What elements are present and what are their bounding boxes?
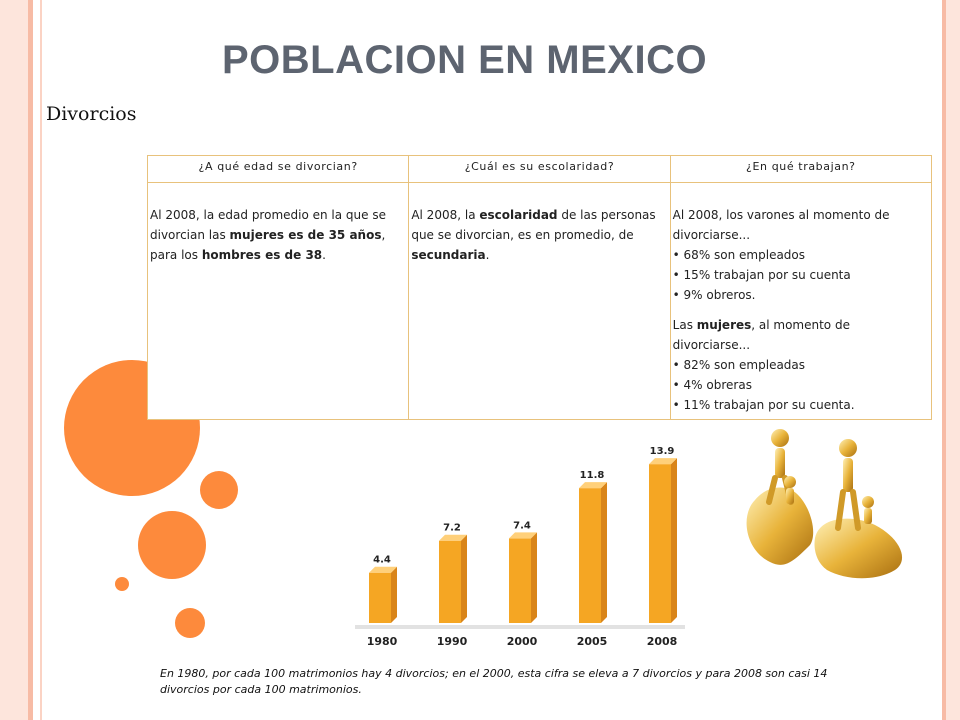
table-header-row: ¿A qué edad se divorcian? ¿Cuál es su es… xyxy=(146,155,933,183)
work-men-intro: Al 2008, los varones al momento de divor… xyxy=(672,208,890,242)
chart-bar-side xyxy=(531,532,537,623)
women-text-2: , al momento de divorciarse... xyxy=(672,318,850,352)
women-bold: mujeres xyxy=(696,318,752,332)
header-work: ¿En qué trabajan? xyxy=(669,155,933,183)
chart-category-label: 2000 xyxy=(507,635,538,648)
info-table: ¿A qué edad se divorcian? ¿Cuál es su es… xyxy=(146,155,933,420)
chart-bar xyxy=(509,538,531,623)
age-text-1: Al 2008, la edad promedio en la que se d… xyxy=(150,208,386,242)
page-title: POBLACION EN MEXICO xyxy=(222,38,708,82)
cell-work: Al 2008, los varones al momento de divor… xyxy=(669,182,933,420)
edu-bold-1: escolaridad xyxy=(479,208,558,222)
chart-caption: En 1980, por cada 100 matrimonios hay 4 … xyxy=(160,667,828,696)
work-women-intro: Las mujeres, al momento de divorciarse..… xyxy=(673,315,927,355)
child-head-icon xyxy=(862,496,874,508)
work-women-item: • 4% obreras xyxy=(672,378,752,392)
child-head-icon xyxy=(784,476,796,488)
chart-bar-side xyxy=(391,566,397,623)
work-men-item: • 68% son empleados xyxy=(672,248,806,262)
chart-bar-top xyxy=(439,534,467,541)
edu-text-1: Al 2008, la xyxy=(411,208,480,222)
header-age: ¿A qué edad se divorcian? xyxy=(146,155,410,183)
decor-circle-small-2 xyxy=(175,608,205,638)
chart-value-label: 11.8 xyxy=(580,470,605,481)
figure-head-icon xyxy=(771,429,789,447)
left-stripe-thin xyxy=(40,0,42,720)
chart-bar-side xyxy=(601,482,607,623)
chart-bar-side xyxy=(461,534,467,623)
edu-bold-2: secundaria xyxy=(411,248,486,262)
age-text-2: , para los xyxy=(150,228,386,262)
age-men: hombres es de 38 xyxy=(201,248,323,262)
right-stripe-dark xyxy=(942,0,946,720)
left-stripe-dark xyxy=(28,0,33,720)
broken-heart-right-icon xyxy=(814,518,903,579)
table-row: Al 2008, la edad promedio en la que se d… xyxy=(146,182,933,420)
age-text-3: . xyxy=(322,248,326,262)
chart-bar xyxy=(649,464,671,623)
chart-value-label: 4.4 xyxy=(373,555,391,566)
chart-bar-top xyxy=(649,458,677,465)
left-stripe-light xyxy=(0,0,28,720)
chart-bar xyxy=(579,488,601,623)
chart-value-label: 13.9 xyxy=(650,446,675,457)
spacer xyxy=(673,305,927,315)
work-men-item: • 9% obreros. xyxy=(672,288,756,302)
chart-category-label: 2005 xyxy=(577,635,608,648)
broken-heart-left-icon xyxy=(746,487,814,565)
cell-education: Al 2008, la escolaridad de las personas … xyxy=(408,182,671,420)
edu-text-3: . xyxy=(485,248,490,262)
chart-bar xyxy=(439,540,461,623)
work-women-item: • 11% trabajan por su cuenta. xyxy=(672,398,855,412)
chart-bar-top xyxy=(579,482,607,489)
figure-legs-icon xyxy=(835,489,861,531)
chart-baseline xyxy=(355,625,685,629)
child-body-icon xyxy=(786,488,794,504)
child-body-icon xyxy=(864,508,872,524)
chart-category-label: 1990 xyxy=(437,635,468,648)
decor-circle-medium-2 xyxy=(138,511,206,579)
chart-bar-top xyxy=(369,566,397,573)
golden-figures-illustration xyxy=(746,429,903,579)
header-education: ¿Cuál es su escolaridad? xyxy=(408,155,671,183)
page-subtitle: Divorcios xyxy=(46,103,137,125)
divorce-bar-chart: 4.4 1980 7.2 1990 7.4 2000 11.8 2005 13.9 2008 xyxy=(355,446,685,648)
work-women-item: • 82% son empleadas xyxy=(672,358,806,372)
chart-value-label: 7.2 xyxy=(443,523,461,534)
figure-body-icon xyxy=(843,458,853,492)
figure-head-icon xyxy=(839,439,857,457)
decor-circle-small xyxy=(115,577,129,591)
figure-body-icon xyxy=(775,448,785,478)
right-stripe-light xyxy=(946,0,960,720)
chart-value-label: 7.4 xyxy=(513,520,531,531)
age-women: mujeres es de 35 años xyxy=(229,228,382,242)
cell-age: Al 2008, la edad promedio en la que se d… xyxy=(146,182,410,420)
chart-bar-side xyxy=(671,458,677,623)
chart-bar-top xyxy=(509,532,537,539)
chart-category-label: 1980 xyxy=(367,635,398,648)
decor-circle-medium xyxy=(200,471,238,509)
chart-category-label: 2008 xyxy=(647,635,678,648)
edu-text-2: de las personas que se divorcian, es en … xyxy=(411,208,656,242)
work-men-item: • 15% trabajan por su cuenta xyxy=(672,268,851,282)
women-text-1: Las xyxy=(672,318,697,332)
chart-bar xyxy=(369,572,391,623)
